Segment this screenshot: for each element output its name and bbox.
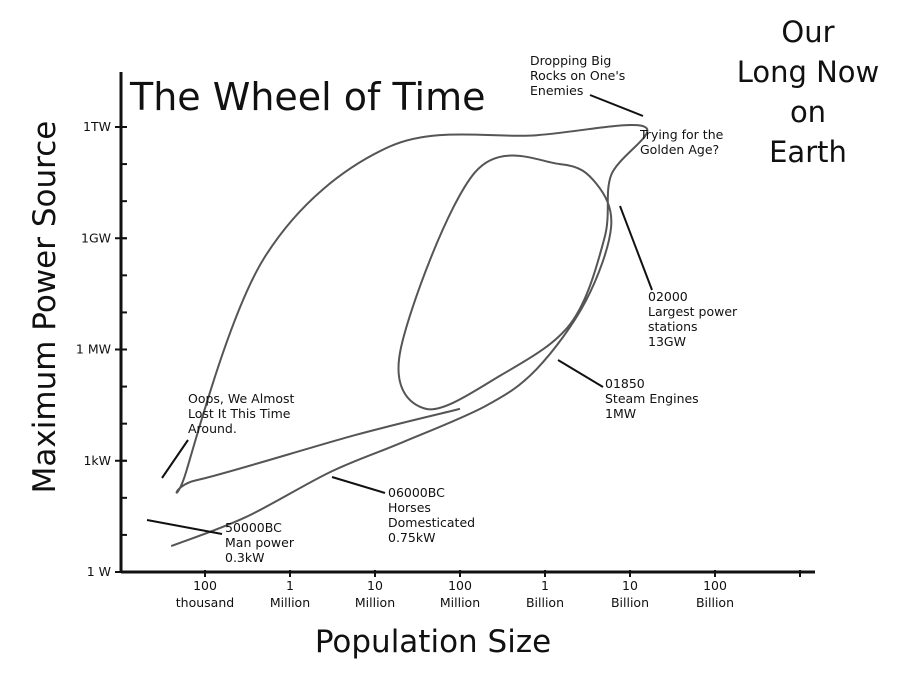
- annotation-text: Rocks on One's: [530, 68, 625, 83]
- x-tick-label: Million: [440, 595, 480, 610]
- annotation-text: 1MW: [605, 406, 636, 421]
- annotation-text: 0.3kW: [225, 550, 264, 565]
- y-axis-label: Maximum Power Source: [27, 121, 63, 494]
- y-tick-label: 1GW: [81, 230, 111, 245]
- x-tick-label: 10: [367, 578, 383, 593]
- annotation-text: stations: [648, 319, 698, 334]
- annotation-leader-line: [619, 205, 653, 291]
- x-tick-label: Billion: [611, 595, 649, 610]
- annotation-text: Steam Engines: [605, 391, 699, 406]
- annotation-leader-line: [331, 476, 386, 494]
- x-tick-label: 100: [448, 578, 472, 593]
- subtitle-line-1: Our: [781, 15, 834, 49]
- axes: 1 W 1kW 1 MW 1GW 1TW 100 thousand 1 Million 10 Mil…: [76, 72, 815, 610]
- x-axis-label: Population Size: [315, 624, 551, 660]
- y-tick-label: 1 W: [87, 564, 111, 579]
- subtitle-line-3: on: [790, 95, 826, 129]
- subtitle-line-4: Earth: [769, 135, 847, 169]
- subtitle: Our Long Now on Earth: [737, 15, 880, 169]
- chart-title: The Wheel of Time: [129, 75, 486, 119]
- x-tick-label: thousand: [176, 595, 234, 610]
- annotation-text: Around.: [188, 421, 237, 436]
- annotation-text: 13GW: [648, 334, 686, 349]
- series-line: [170, 124, 649, 548]
- x-tick-label: 100: [193, 578, 217, 593]
- annotation-leader-line: [146, 519, 223, 535]
- x-tick-label: 1: [541, 578, 549, 593]
- x-tick-label: 100: [703, 578, 727, 593]
- x-tick-label: Million: [355, 595, 395, 610]
- annotation-text: 02000: [648, 289, 688, 304]
- y-tick-label: 1 MW: [76, 342, 111, 357]
- annotation-text: Golden Age?: [640, 142, 719, 157]
- annotation-leader-line: [557, 359, 604, 388]
- x-tick-label: Million: [270, 595, 310, 610]
- curve-layer: [170, 124, 649, 548]
- annotation-leader-line: [589, 94, 644, 117]
- annotation-text: 06000BC: [388, 485, 445, 500]
- annotation-text: Oops, We Almost: [188, 391, 295, 406]
- y-tick-label: 1kW: [83, 453, 111, 468]
- annotation-text: Dropping Big: [530, 53, 611, 68]
- annotation-leader-line: [161, 439, 189, 479]
- annotation-text: Largest power: [648, 304, 738, 319]
- annotation-text: Domesticated: [388, 515, 475, 530]
- annotation-text: 50000BC: [225, 520, 282, 535]
- annotation-text: Enemies: [530, 83, 583, 98]
- annotation-text: Horses: [388, 500, 431, 515]
- annotation-text: Lost It This Time: [188, 406, 291, 421]
- subtitle-line-2: Long Now: [737, 55, 880, 89]
- y-tick-label: 1TW: [83, 119, 111, 134]
- annotation-text: Man power: [225, 535, 295, 550]
- x-tick-label: 1: [286, 578, 294, 593]
- x-tick-label: 10: [622, 578, 638, 593]
- annotation-text: Trying for the: [639, 127, 724, 142]
- annotation-text: 01850: [605, 376, 645, 391]
- x-tick-label: Billion: [526, 595, 564, 610]
- annotation-text: 0.75kW: [388, 530, 435, 545]
- x-tick-label: Billion: [696, 595, 734, 610]
